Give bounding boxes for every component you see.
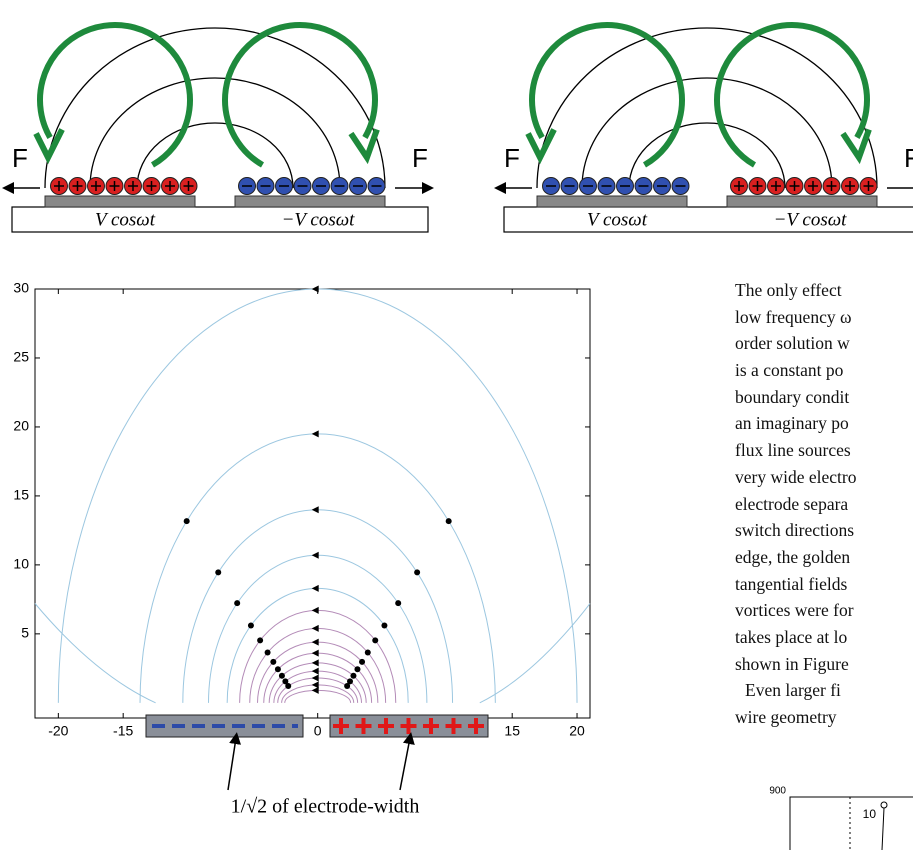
electrode-label: V cosωt <box>587 209 648 230</box>
inset-point-label: 10 <box>863 807 877 821</box>
field-arrow <box>215 569 221 575</box>
electrode-label: −V cosωt <box>774 209 848 230</box>
charge-diagram: F F V cosωt −V cosωt <box>500 25 913 232</box>
inset-point <box>881 802 887 808</box>
x-tick-label: 0 <box>314 723 322 739</box>
text-line: The only effect <box>735 277 913 304</box>
text-line: vortices were for <box>735 597 913 624</box>
y-tick-label: 5 <box>21 625 29 641</box>
text-line: switch directions <box>735 517 913 544</box>
field-line <box>582 78 832 188</box>
electrode <box>537 196 687 207</box>
electrode <box>235 196 385 207</box>
text-line: flux line sources <box>735 437 913 464</box>
electrode-label: V cosωt <box>95 209 156 230</box>
field-arrow <box>372 637 378 643</box>
x-tick-label: -15 <box>113 723 133 739</box>
text-line: an imaginary po <box>735 410 913 437</box>
field-line <box>537 28 877 188</box>
annotation-arrow <box>228 738 236 790</box>
field-plot: 5 10 15 20 25 30 -20 -15 0 15 20 1/√2 of electrode-… <box>13 280 590 818</box>
field-arrow <box>395 600 401 606</box>
text-line: Even larger fi <box>735 677 913 704</box>
y-tick-label: 20 <box>13 418 29 434</box>
text-line: boundary condit <box>735 384 913 411</box>
text-line: electrode separa <box>735 491 913 518</box>
field-arrow <box>279 673 285 679</box>
text-line: low frequency ω <box>735 304 913 331</box>
text-line: edge, the golden <box>735 544 913 571</box>
charge-diagram: F F V cosωt −V cosωt <box>8 25 428 232</box>
field-arrow <box>275 666 281 672</box>
field-arrow <box>248 622 254 628</box>
inset-tick-label: 900 <box>769 786 786 797</box>
substrate <box>12 207 428 232</box>
field-arrow <box>285 683 291 689</box>
vortex <box>717 25 867 165</box>
text-line: takes place at lo <box>735 624 913 651</box>
field-arrow <box>184 518 190 524</box>
y-tick-label: 25 <box>13 349 29 365</box>
vortex <box>532 25 682 165</box>
field-arrow <box>257 637 263 643</box>
text-line: tangential fields <box>735 571 913 598</box>
force-label: F <box>12 143 28 173</box>
page: {"figure_top": { "left": {"force_left": … <box>0 0 913 850</box>
text-line: very wide electro <box>735 464 913 491</box>
inset-frame <box>790 797 913 850</box>
field-arrow <box>414 569 420 575</box>
x-tick-label: 15 <box>504 723 520 739</box>
text-line: wire geometry <box>735 704 913 731</box>
electrode <box>727 196 877 207</box>
y-tick-label: 30 <box>13 280 29 296</box>
y-tick-label: 10 <box>13 556 29 572</box>
force-label: F <box>504 143 520 173</box>
annotation-arrow <box>400 738 410 790</box>
y-tick-label: 15 <box>13 487 29 503</box>
force-label: F <box>904 143 913 173</box>
field-arrow <box>354 666 360 672</box>
inset-chart: 900 10 <box>769 786 913 850</box>
vortex <box>225 25 375 165</box>
text-line: shown in Figure <box>735 651 913 678</box>
field-arrow <box>359 659 365 665</box>
annotation: 1/√2 of electrode-width <box>231 796 420 818</box>
substrate <box>504 207 913 232</box>
field-line <box>90 78 340 188</box>
force-label: F <box>412 143 428 173</box>
electrode <box>45 196 195 207</box>
inset-line <box>882 808 884 850</box>
field-arrow <box>270 659 276 665</box>
field-line <box>45 28 385 188</box>
text-line: order solution w <box>735 330 913 357</box>
field-arrow <box>265 650 271 656</box>
field-arrow <box>350 673 356 679</box>
x-tick-label: 20 <box>569 723 585 739</box>
text-line: is a constant po <box>735 357 913 384</box>
field-arrow <box>234 600 240 606</box>
field-arrow <box>344 683 350 689</box>
field-arrow <box>446 518 452 524</box>
vortex <box>40 25 190 165</box>
field-arrow <box>381 622 387 628</box>
x-tick-label: -20 <box>48 723 68 739</box>
field-arrow <box>365 650 371 656</box>
electrode-label: −V cosωt <box>282 209 356 230</box>
